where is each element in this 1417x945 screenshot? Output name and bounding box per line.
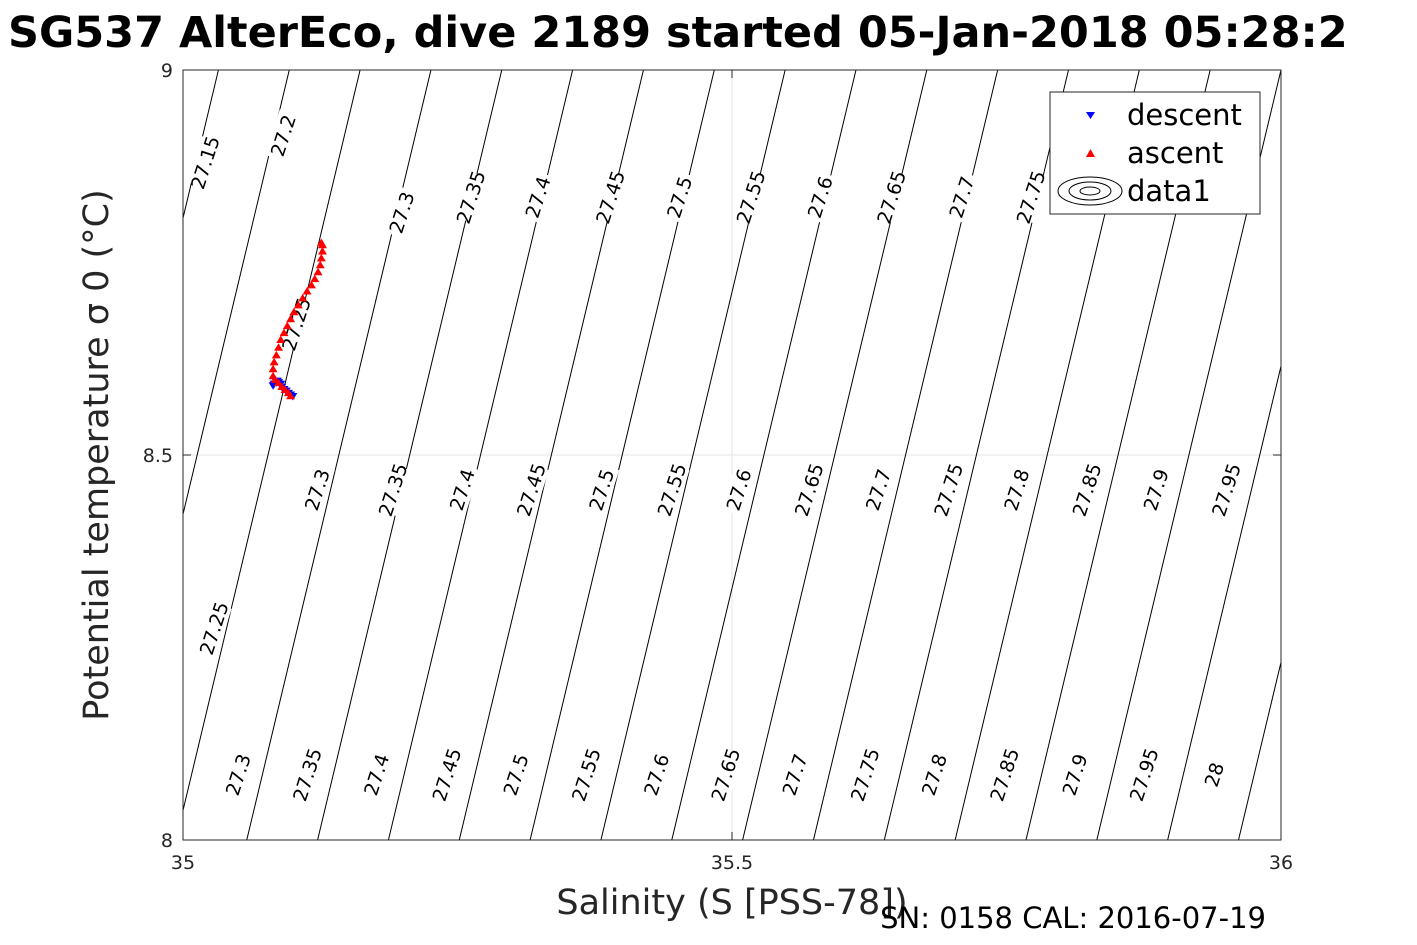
contour-label-background <box>278 297 314 351</box>
contour-label-background <box>187 136 223 189</box>
ascent-point <box>274 343 284 351</box>
contour-label-background <box>452 170 489 224</box>
contour-label-background <box>998 463 1035 516</box>
contour-label-background <box>930 463 967 516</box>
legend-box <box>1049 91 1261 215</box>
ascent-point <box>279 328 289 337</box>
ascent-point <box>317 246 327 255</box>
contour-label-background <box>428 748 465 801</box>
contour-label-background <box>1196 748 1232 801</box>
y-tick-label-mid: 8.5 <box>143 445 173 467</box>
contour-label-background <box>583 463 620 516</box>
contour-label-background <box>1056 748 1093 801</box>
contour-label-background <box>1068 463 1105 516</box>
contour-label-background <box>1125 748 1162 801</box>
contour-label-background <box>289 748 325 801</box>
y-tick-label-min: 8 <box>161 830 173 852</box>
contour-label-background <box>720 463 757 516</box>
contour-label-background <box>358 748 395 801</box>
contour-label-background <box>1012 170 1049 224</box>
isopycnal-line <box>183 70 290 517</box>
contour-label-background <box>1208 463 1244 516</box>
ascent-point <box>269 357 279 366</box>
descent-marker-icon <box>1086 112 1095 119</box>
axis-ticks <box>182 69 1282 841</box>
contour-label-background <box>943 170 980 224</box>
ascent-point <box>316 238 326 246</box>
ascent-point <box>289 307 299 316</box>
ascent-point <box>302 286 312 295</box>
contour-label-background <box>986 748 1023 801</box>
ascent-point <box>298 293 308 302</box>
contour-label-background <box>790 463 827 516</box>
isopycnal-line <box>183 70 219 221</box>
x-tick-label-mid: 35.5 <box>711 852 753 874</box>
serial-calibration-footer: SN: 0158 CAL: 2016-07-19 <box>880 901 1266 935</box>
ascent-point <box>271 350 281 359</box>
contour-label-background <box>638 748 675 801</box>
chart-title: SG537 AlterEco, dive 2189 started 05-Jan… <box>8 8 1348 58</box>
ascent-marker-icon <box>1086 149 1095 157</box>
ascent-point <box>268 371 278 380</box>
contour-label-background <box>873 170 910 224</box>
y-tick-label-max: 9 <box>161 60 173 82</box>
ascent-point <box>310 274 320 283</box>
contour-label-background <box>860 463 896 516</box>
contour-label-background <box>513 463 549 516</box>
ascent-point <box>282 321 292 330</box>
grid-lines <box>183 70 1281 840</box>
isopycnal-line <box>1309 70 1417 840</box>
contour-label-background <box>707 748 744 801</box>
contour-label-background <box>916 748 952 801</box>
x-tick-label-max: 36 <box>1269 852 1293 874</box>
contour-label-background <box>374 463 411 516</box>
isopycnal-line <box>1380 70 1417 840</box>
contour-label-background <box>776 748 813 801</box>
legend-label-descent: descent <box>1127 98 1242 132</box>
ascent-point <box>313 267 323 276</box>
legend: descent ascent data1 <box>1049 91 1261 215</box>
contour-label-background <box>661 170 698 224</box>
contour-label-background <box>519 170 556 224</box>
contour-label-background <box>732 170 769 224</box>
contour-label-background <box>846 748 883 801</box>
isopycnal-line <box>183 70 361 813</box>
ascent-point <box>286 314 296 323</box>
contour-label-background <box>383 186 420 239</box>
isopycnal-line <box>1238 660 1281 840</box>
contour-label-background <box>568 748 604 801</box>
ascent-point <box>316 253 326 262</box>
contour-label-background <box>653 463 690 516</box>
legend-label-ascent: ascent <box>1127 136 1223 170</box>
contour-label-background <box>801 170 838 224</box>
contour-label-background <box>265 109 301 162</box>
ascent-point <box>276 335 286 343</box>
ascent-point <box>268 364 278 373</box>
data-series <box>268 238 327 401</box>
contour-legend-icon <box>1057 176 1123 206</box>
x-tick-label-min: 35 <box>171 852 195 874</box>
isopycnal-line <box>1167 364 1281 840</box>
ascent-point <box>315 260 325 269</box>
contour-label-background <box>444 463 480 516</box>
contour-label-background <box>195 602 232 655</box>
ascent-point <box>306 280 316 289</box>
ascent-point <box>277 382 287 390</box>
contour-label-background <box>1137 463 1174 516</box>
x-axis-label: Salinity (S [PSS-78]) <box>556 883 907 923</box>
contour-label-background <box>299 463 335 516</box>
ascent-point <box>293 300 303 309</box>
y-axis-label: Potential temperature σ 0 (°C) <box>77 189 117 721</box>
contour-label-background <box>220 748 256 801</box>
contour-label-background <box>592 170 629 224</box>
ascent-point <box>270 375 280 384</box>
contour-label-background <box>497 748 534 801</box>
legend-label-data1: data1 <box>1127 174 1211 208</box>
